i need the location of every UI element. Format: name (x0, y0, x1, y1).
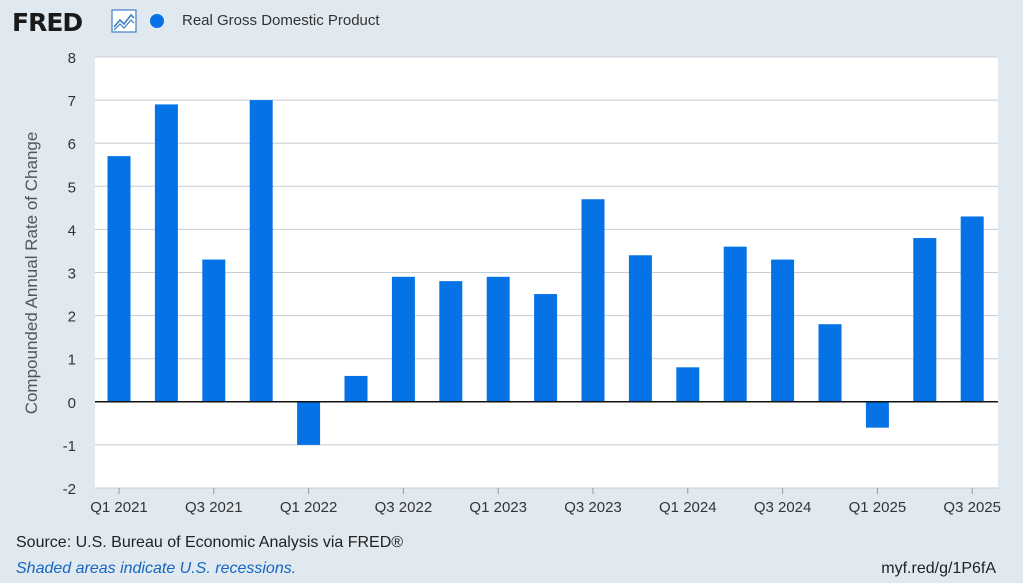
bar-q1-2023[interactable] (486, 276, 510, 402)
bar-q3-2025[interactable] (960, 216, 984, 402)
bar-q1-2025[interactable] (865, 401, 889, 428)
short-url-link[interactable]: myf.red/g/1P6fA (881, 560, 996, 577)
y-tick-label: 8 (68, 50, 76, 67)
bar-q4-2024[interactable] (818, 324, 842, 402)
bar-q2-2023[interactable] (534, 294, 558, 402)
x-axis-ticks: Q1 2021 Q3 2021 Q1 2022 Q3 2022 Q1 2023 Q3 20… (90, 488, 1001, 516)
x-tick-label: Q1 2021 (90, 499, 148, 516)
fred-logo[interactable]: FRED (12, 8, 83, 37)
x-tick-label: Q1 2025 (849, 499, 907, 516)
source-note: Source: U.S. Bureau of Economic Analysis… (16, 534, 404, 551)
x-tick-label: Q3 2022 (375, 499, 433, 516)
bar-q3-2024[interactable] (771, 259, 795, 402)
bar-q2-2024[interactable] (723, 246, 747, 402)
bar-q1-2021[interactable] (107, 156, 131, 402)
bar-q1-2022[interactable] (297, 401, 321, 445)
x-tick-label: Q3 2021 (185, 499, 243, 516)
bar-q4-2023[interactable] (628, 255, 652, 402)
legend-swatch (150, 13, 164, 28)
legend-label: Real Gross Domestic Product (182, 12, 380, 29)
bar-q2-2021[interactable] (154, 104, 178, 402)
chart-legend: Real Gross Domestic Product (150, 12, 380, 29)
bar-q2-2022[interactable] (344, 375, 368, 402)
y-tick-label: -2 (63, 481, 76, 498)
bar-q3-2022[interactable] (391, 276, 415, 402)
bar-q1-2024[interactable] (676, 367, 700, 402)
bar-q3-2021[interactable] (202, 259, 226, 402)
bar-series (107, 100, 984, 445)
x-tick-label: Q1 2022 (280, 499, 338, 516)
y-axis-label: Compounded Annual Rate of Change (22, 132, 41, 415)
y-tick-label: 6 (68, 136, 76, 153)
y-tick-label: -1 (63, 438, 76, 455)
bar-q3-2023[interactable] (581, 199, 605, 402)
x-tick-label: Q3 2025 (943, 499, 1001, 516)
x-tick-label: Q1 2023 (469, 499, 527, 516)
y-tick-label: 2 (68, 309, 76, 326)
y-tick-label: 4 (68, 222, 76, 239)
y-tick-label: 7 (68, 93, 76, 110)
recession-note: Shaded areas indicate U.S. recessions. (16, 560, 297, 577)
x-tick-label: Q3 2024 (754, 499, 812, 516)
bar-q4-2021[interactable] (249, 100, 273, 402)
x-tick-label: Q1 2024 (659, 499, 717, 516)
bar-q2-2025[interactable] (913, 238, 937, 402)
y-tick-label: 0 (68, 395, 76, 412)
bar-q4-2022[interactable] (439, 281, 463, 402)
line-chart-icon (111, 9, 137, 33)
y-tick-label: 3 (68, 266, 76, 283)
y-axis-ticks: 8 7 6 5 4 3 2 1 0 -1 -2 (63, 50, 76, 498)
y-tick-label: 5 (68, 179, 76, 196)
x-tick-label: Q3 2023 (564, 499, 622, 516)
y-tick-label: 1 (68, 352, 76, 369)
